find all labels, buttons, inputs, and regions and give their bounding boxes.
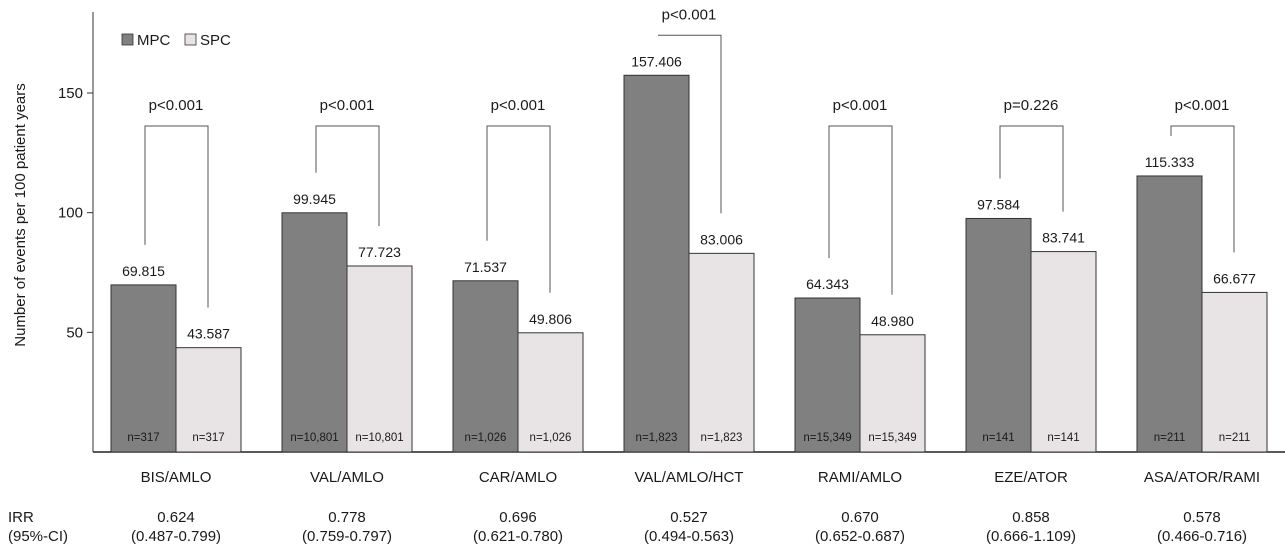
irr-value: 0.858 [1012,509,1050,526]
bars: 69.815 n=317 43.587 n=317 99.945 n=10,801 77.7… [110,53,1268,453]
bar-value-label-mpc: 97.584 [977,196,1020,212]
x-tick-label: EZE/ATOR [994,469,1068,486]
bar-value-label-mpc: 157.406 [631,53,682,69]
irr-table: 0.624 (0.487-0.799) 0.778 (0.759-0.797) 0.69… [8,509,1247,545]
bar-n-label-spc: n=211 [1219,432,1250,444]
bar-n-label-mpc: n=1,823 [636,432,678,444]
p-value-bracket [315,125,380,226]
p-value-bracket [658,34,722,214]
irr-value: 0.624 [157,509,195,526]
bar-spc [859,334,926,453]
x-tick-label: CAR/AMLO [479,469,557,486]
bar-mpc [794,297,861,453]
bar-mpc [110,284,177,453]
x-tick-label: VAL/AMLO [310,469,384,486]
p-value-bracket [486,125,551,293]
bar-n-label-spc: n=1,823 [701,432,743,444]
p-value-bracket [144,125,209,308]
bar-n-label-mpc: n=317 [127,432,159,444]
y-tick-label: 150 [58,85,83,102]
p-value-label: p<0.001 [662,6,717,23]
p-value-brackets: p<0.001 p<0.001 p<0.001 p<0.001 p<0.001 p=0.2… [144,6,1235,308]
irr-ci-row-label: (95%-CI) [8,528,68,545]
y-axis-label: Number of events per 100 patient years [12,83,29,346]
bar-value-label-mpc: 71.537 [464,259,507,275]
p-value-bracket [1170,125,1235,253]
bar-value-label-spc: 48.980 [871,313,914,329]
irr-value: 0.696 [499,509,537,526]
x-axis-labels: BIS/AMLO VAL/AMLO CAR/AMLO VAL/AMLO/HCT RAMI… [141,469,1261,486]
bar-n-label-mpc: n=15,349 [803,432,851,444]
legend-label-mpc: MPC [137,32,171,49]
bar-n-label-spc: n=15,349 [868,432,916,444]
y-tick-label: 100 [58,205,83,222]
bar-n-label-spc: n=10,801 [355,432,403,444]
bar-value-label-mpc: 69.815 [122,263,165,279]
irr-ci: (0.466-0.716) [1157,528,1247,545]
bar-spc [517,332,584,453]
irr-value: 0.778 [328,509,366,526]
p-value-label: p<0.001 [149,97,204,114]
bar-n-label-mpc: n=1,026 [465,432,507,444]
bar-spc [1030,251,1097,453]
bar-value-label-spc: 49.806 [529,311,572,327]
p-value-label: p<0.001 [833,97,888,114]
bar-spc [175,347,242,453]
x-tick-label: RAMI/AMLO [818,469,902,486]
bar-value-label-spc: 83.006 [700,231,743,247]
bar-value-label-spc: 77.723 [358,244,401,260]
irr-row-label: IRR [8,509,34,526]
irr-value: 0.670 [841,509,879,526]
bar-n-label-mpc: n=211 [1154,432,1185,444]
bar-n-label-mpc: n=141 [982,432,1014,444]
bar-spc [688,252,755,453]
p-value-label: p=0.226 [1004,97,1059,114]
bar-value-label-mpc: 115.333 [1145,154,1195,170]
p-value-label: p<0.001 [1175,97,1230,114]
x-tick-label: BIS/AMLO [141,469,212,486]
bar-mpc [452,280,519,453]
x-tick-label: VAL/AMLO/HCT [635,469,744,486]
x-tick-label: ASA/ATOR/RAMI [1144,469,1260,486]
bar-spc [1201,291,1268,453]
y-tick-label: 50 [66,324,83,341]
bar-mpc [281,212,348,453]
irr-ci: (0.487-0.799) [131,528,221,545]
legend-label-spc: SPC [200,32,231,49]
irr-value: 0.527 [670,509,708,526]
irr-value: 0.578 [1183,509,1221,526]
irr-ci: (0.621-0.780) [473,528,563,545]
bar-n-label-spc: n=1,026 [530,432,572,444]
bar-value-label-mpc: 99.945 [293,191,336,207]
irr-ci: (0.666-1.109) [986,528,1076,545]
bar-value-label-spc: 43.587 [187,326,230,342]
bar-n-label-mpc: n=10,801 [290,432,338,444]
p-value-bracket [828,125,893,295]
bar-n-label-spc: n=141 [1047,432,1079,444]
bar-mpc [965,217,1032,453]
legend: MPC SPC [121,32,231,49]
irr-ci: (0.494-0.563) [644,528,734,545]
p-value-label: p<0.001 [320,97,375,114]
bar-value-label-spc: 66.677 [1213,270,1256,286]
legend-swatch-mpc [121,33,134,46]
legend-swatch-spc [184,33,197,46]
irr-ci: (0.652-0.687) [815,528,905,545]
p-value-label: p<0.001 [491,97,546,114]
bar-value-label-mpc: 64.343 [806,276,849,292]
bar-mpc [1136,175,1203,453]
irr-ci: (0.759-0.797) [302,528,392,545]
bar-mpc [623,74,690,453]
bar-spc [346,265,413,453]
bar-value-label-spc: 83.741 [1042,230,1085,246]
p-value-bracket [999,125,1064,212]
bar-n-label-spc: n=317 [192,432,224,444]
